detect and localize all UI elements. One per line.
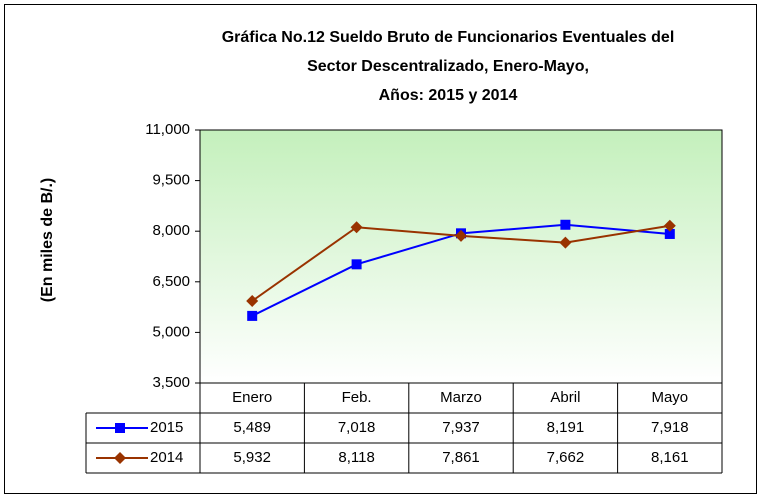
table-value: 8,118 bbox=[338, 449, 374, 466]
marker bbox=[663, 219, 676, 232]
x-tick-label: Feb. bbox=[342, 389, 372, 406]
legend-label: 2015 bbox=[150, 419, 183, 436]
marker bbox=[351, 259, 362, 270]
table-value: 7,662 bbox=[547, 449, 585, 466]
marker bbox=[664, 228, 675, 239]
table-value: 7,937 bbox=[442, 419, 480, 436]
plot-area bbox=[199, 129, 723, 384]
chart-title: Años: 2015 y 2014 bbox=[379, 87, 518, 104]
marker bbox=[246, 294, 259, 307]
chart-title: Sector Descentralizado, Enero-Mayo, bbox=[307, 58, 589, 75]
marker bbox=[559, 236, 572, 249]
y-tick-label: 3,500 bbox=[152, 374, 190, 391]
marker bbox=[560, 219, 571, 230]
y-tick-label: 9,500 bbox=[152, 172, 190, 189]
table-value: 7,861 bbox=[442, 449, 480, 466]
y-tick-label: 8,000 bbox=[152, 222, 190, 239]
table-value: 8,161 bbox=[651, 449, 689, 466]
marker bbox=[115, 423, 125, 433]
marker bbox=[350, 221, 363, 234]
y-tick-label: 11,000 bbox=[145, 121, 190, 138]
x-tick-label: Marzo bbox=[440, 389, 482, 406]
table-value: 5,932 bbox=[233, 449, 271, 466]
marker bbox=[247, 310, 258, 321]
marker bbox=[455, 229, 467, 242]
x-tick-label: Mayo bbox=[651, 389, 688, 406]
table-value: 5,489 bbox=[233, 419, 271, 436]
x-tick-label: Abril bbox=[550, 389, 580, 406]
table-value: 8,191 bbox=[547, 419, 585, 436]
table-value: 7,018 bbox=[338, 419, 376, 436]
table-value: 7,918 bbox=[651, 419, 689, 436]
y-axis-label: (En miles de B/.) bbox=[39, 178, 56, 302]
chart-title: Gráfica No.12 Sueldo Bruto de Funcionari… bbox=[222, 29, 675, 46]
legend-label: 2014 bbox=[150, 449, 183, 466]
y-tick-label: 5,000 bbox=[152, 323, 190, 340]
y-tick-label: 6,500 bbox=[152, 273, 190, 290]
x-tick-label: Enero bbox=[232, 389, 272, 406]
marker bbox=[114, 452, 126, 464]
